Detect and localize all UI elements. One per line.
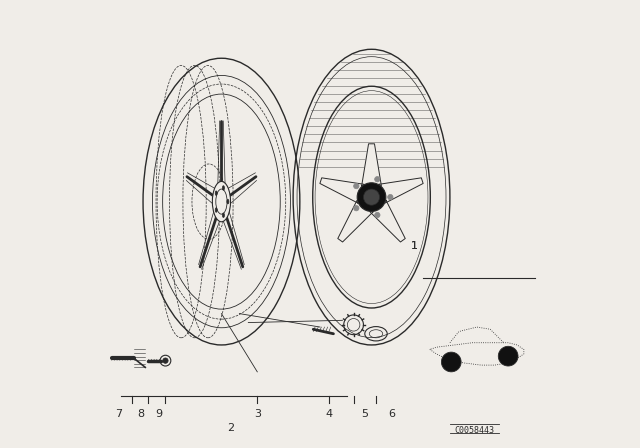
Text: C0058443: C0058443: [454, 426, 495, 435]
Ellipse shape: [227, 199, 229, 204]
Ellipse shape: [388, 194, 393, 200]
Ellipse shape: [223, 213, 225, 217]
Polygon shape: [338, 200, 373, 242]
Ellipse shape: [354, 206, 359, 211]
Ellipse shape: [215, 191, 217, 195]
Text: 3: 3: [254, 409, 260, 419]
Ellipse shape: [354, 183, 359, 189]
Polygon shape: [370, 200, 405, 242]
Text: 1: 1: [411, 241, 417, 251]
Ellipse shape: [212, 181, 230, 222]
Ellipse shape: [442, 352, 461, 372]
Ellipse shape: [357, 183, 386, 211]
Text: 1: 1: [411, 241, 417, 251]
Polygon shape: [362, 144, 381, 186]
Text: 7: 7: [115, 409, 122, 419]
Ellipse shape: [364, 189, 380, 205]
Polygon shape: [379, 178, 423, 203]
Ellipse shape: [163, 358, 168, 363]
Ellipse shape: [223, 186, 225, 190]
Ellipse shape: [374, 177, 380, 182]
Ellipse shape: [499, 346, 518, 366]
Text: 4: 4: [325, 409, 333, 419]
Ellipse shape: [374, 212, 380, 218]
Text: 5: 5: [362, 409, 368, 419]
Text: 2: 2: [227, 423, 234, 433]
Polygon shape: [320, 178, 364, 203]
Text: 8: 8: [137, 409, 145, 419]
Text: 6: 6: [388, 409, 395, 419]
Text: 9: 9: [155, 409, 163, 419]
Ellipse shape: [215, 208, 217, 212]
